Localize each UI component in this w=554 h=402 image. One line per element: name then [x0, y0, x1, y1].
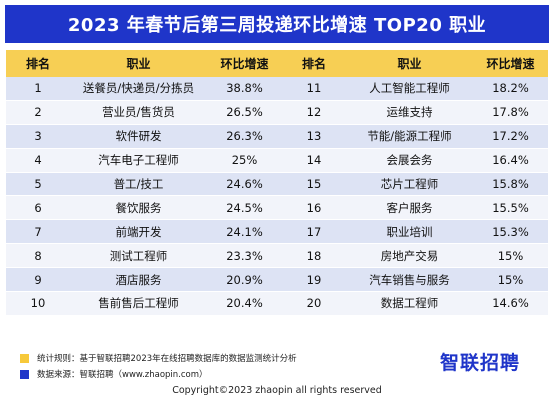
- growth-cell: 18.2%: [473, 77, 548, 101]
- job-cell: 送餐员/快递员/分拣员: [70, 77, 207, 101]
- table-row: 3 软件研发 26.3% 13 节能/能源工程师 17.2%: [6, 124, 548, 149]
- legend-yellow-square-icon: [20, 353, 29, 363]
- growth-cell: 17.8%: [473, 100, 548, 125]
- legend-blue-square-icon: [20, 369, 29, 379]
- growth-cell: 17.2%: [473, 124, 548, 149]
- job-cell: 前端开发: [70, 219, 207, 245]
- table-row: 7 前端开发 24.1% 17 职业培训 15.3%: [6, 219, 548, 245]
- job-cell: 人工智能工程师: [346, 77, 473, 101]
- growth-cell: 16.4%: [473, 148, 548, 173]
- job-cell: 营业员/售货员: [70, 100, 207, 125]
- legend-source: 数据来源：智联招聘（www.zhaopin.com）: [20, 368, 208, 380]
- rank-cell: 9: [6, 267, 70, 293]
- copyright-text: Copyright©2023 zhaopin all rights reserv…: [172, 385, 382, 396]
- growth-cell: 15%: [473, 243, 548, 269]
- job-cell: 汽车销售与服务: [346, 267, 473, 293]
- rank-cell: 20: [282, 291, 346, 316]
- table-row: 4 汽车电子工程师 25% 14 会展会务 16.4%: [6, 148, 548, 173]
- growth-cell: 20.4%: [207, 291, 282, 316]
- table-row: 2 营业员/售货员 26.5% 12 运维支持 17.8%: [6, 100, 548, 125]
- job-cell: 测试工程师: [70, 243, 207, 269]
- header-rank-right: 排名: [282, 50, 346, 77]
- growth-cell: 15.3%: [473, 219, 548, 245]
- growth-cell: 26.3%: [207, 124, 282, 149]
- growth-cell: 20.9%: [207, 267, 282, 293]
- brand-logo: 智联招聘: [440, 352, 521, 374]
- growth-cell: 15.5%: [473, 195, 548, 221]
- rank-cell: 8: [6, 243, 70, 269]
- rule-text: 统计规则：基于智联招聘2023年在线招聘数据库的数据监测统计分析: [37, 354, 297, 364]
- job-cell: 餐饮服务: [70, 195, 207, 221]
- table-header-row: 排名 职业 环比增速 排名 职业 环比增速: [6, 50, 548, 77]
- rank-cell: 4: [6, 148, 70, 173]
- rank-cell: 1: [6, 77, 70, 101]
- rank-cell: 6: [6, 195, 70, 221]
- job-cell: 房地产交易: [346, 243, 473, 269]
- growth-cell: 14.6%: [473, 291, 548, 316]
- rank-cell: 3: [6, 124, 70, 149]
- job-cell: 酒店服务: [70, 267, 207, 293]
- header-rank-left: 排名: [6, 50, 70, 77]
- job-cell: 会展会务: [346, 148, 473, 173]
- table-row: 9 酒店服务 20.9% 19 汽车销售与服务 15%: [6, 267, 548, 293]
- growth-cell: 38.8%: [207, 77, 282, 101]
- chart-title: 2023 年春节后第三周投递环比增速 TOP20 职业: [5, 5, 549, 43]
- table-body: 1 送餐员/快递员/分拣员 38.8% 11 人工智能工程师 18.2% 2 营业员/售货员 2…: [6, 77, 548, 316]
- job-cell: 软件研发: [70, 124, 207, 149]
- rank-cell: 5: [6, 172, 70, 197]
- table-row: 8 测试工程师 23.3% 18 房地产交易 15%: [6, 243, 548, 269]
- job-cell: 售前售后工程师: [70, 291, 207, 316]
- growth-cell: 24.1%: [207, 219, 282, 245]
- growth-cell: 24.6%: [207, 172, 282, 197]
- source-text: 数据来源：智联招聘（www.zhaopin.com）: [37, 370, 208, 380]
- job-cell: 客户服务: [346, 195, 473, 221]
- growth-cell: 15%: [473, 267, 548, 293]
- job-cell: 节能/能源工程师: [346, 124, 473, 149]
- rank-cell: 12: [282, 100, 346, 125]
- rank-cell: 14: [282, 148, 346, 173]
- rank-cell: 2: [6, 100, 70, 125]
- table-row: 5 普工/技工 24.6% 15 芯片工程师 15.8%: [6, 172, 548, 197]
- job-cell: 运维支持: [346, 100, 473, 125]
- rank-cell: 15: [282, 172, 346, 197]
- header-growth-left: 环比增速: [207, 50, 282, 77]
- growth-cell: 25%: [207, 148, 282, 173]
- legend-rule: 统计规则：基于智联招聘2023年在线招聘数据库的数据监测统计分析: [20, 352, 297, 364]
- rank-cell: 19: [282, 267, 346, 293]
- job-cell: 数据工程师: [346, 291, 473, 316]
- rank-cell: 18: [282, 243, 346, 269]
- rank-cell: 7: [6, 219, 70, 245]
- growth-cell: 23.3%: [207, 243, 282, 269]
- job-cell: 汽车电子工程师: [70, 148, 207, 173]
- header-job-right: 职业: [346, 50, 473, 77]
- job-cell: 芯片工程师: [346, 172, 473, 197]
- growth-cell: 24.5%: [207, 195, 282, 221]
- rank-cell: 11: [282, 77, 346, 101]
- rank-cell: 10: [6, 291, 70, 316]
- table-row: 10 售前售后工程师 20.4% 20 数据工程师 14.6%: [6, 291, 548, 316]
- growth-cell: 15.8%: [473, 172, 548, 197]
- job-cell: 职业培训: [346, 219, 473, 245]
- table-row: 1 送餐员/快递员/分拣员 38.8% 11 人工智能工程师 18.2%: [6, 77, 548, 101]
- ranking-table: 排名 职业 环比增速 排名 职业 环比增速 1 送餐员/快递员/分拣员 38.8% 1…: [6, 50, 548, 316]
- rank-cell: 13: [282, 124, 346, 149]
- header-job-left: 职业: [70, 50, 207, 77]
- rank-cell: 17: [282, 219, 346, 245]
- header-growth-right: 环比增速: [473, 50, 548, 77]
- job-cell: 普工/技工: [70, 172, 207, 197]
- table-row: 6 餐饮服务 24.5% 16 客户服务 15.5%: [6, 195, 548, 221]
- growth-cell: 26.5%: [207, 100, 282, 125]
- rank-cell: 16: [282, 195, 346, 221]
